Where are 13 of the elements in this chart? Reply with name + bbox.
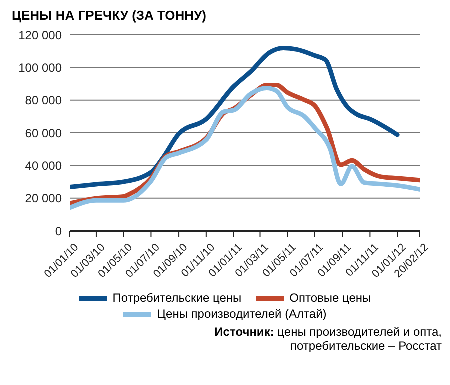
y-tick-label: 0: [55, 224, 62, 238]
y-tick-label: 40 000: [25, 158, 62, 173]
line-series: [70, 46, 400, 190]
y-tick-label: 80 000: [25, 94, 62, 108]
y-tick-label: 120 000: [18, 28, 62, 42]
chart-title: ЦЕНЫ НА ГРЕЧКУ (ЗА ТОННУ): [12, 8, 208, 23]
legend-label: Потребительские цены: [112, 291, 242, 305]
text: Источник: цены производителей и опта, потребительские – Росстат: [214, 325, 442, 353]
y-tick-label: 100 000: [18, 60, 62, 75]
legend-label: Оптовые цены: [290, 291, 372, 305]
legend-label: Цены производителей (Алтай): [157, 307, 327, 321]
y-tick-label: 60 000: [25, 126, 62, 140]
y-tick-label: 20 000: [25, 192, 62, 206]
